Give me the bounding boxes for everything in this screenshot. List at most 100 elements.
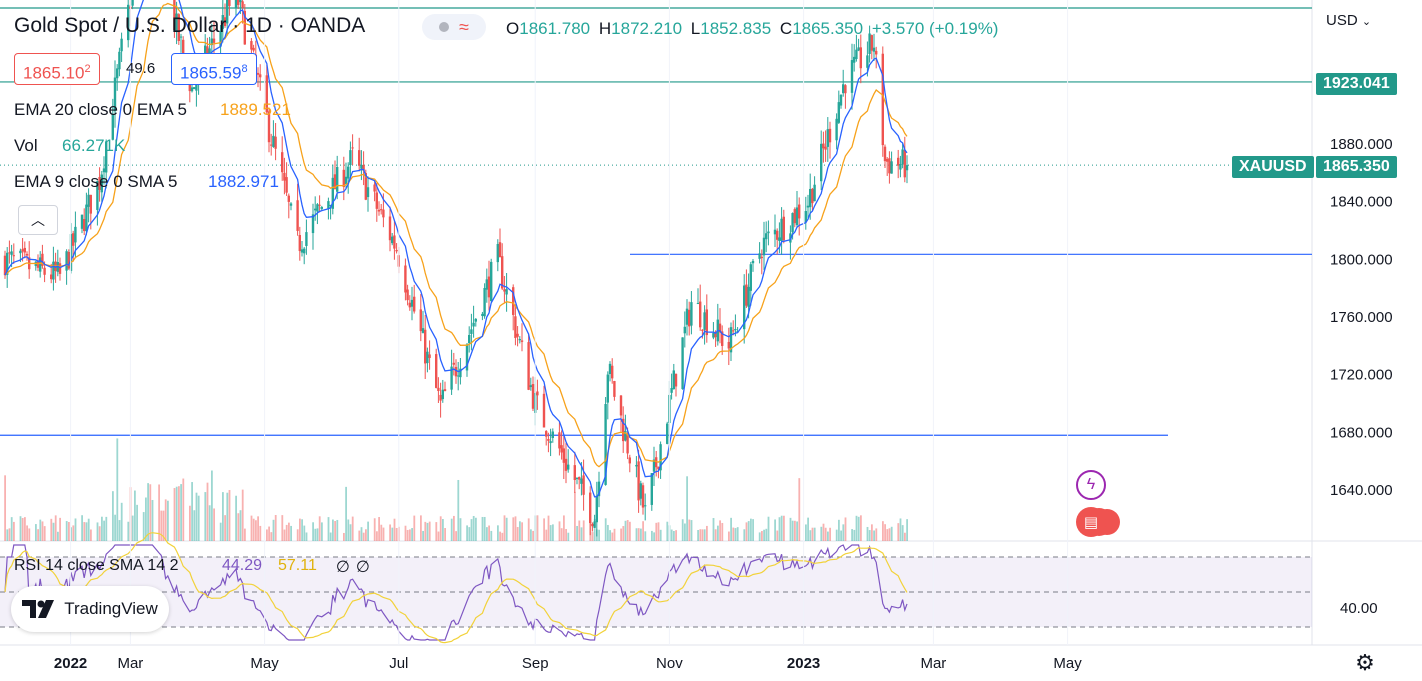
volume-bar [235, 495, 237, 541]
volume-bar [167, 500, 169, 541]
volume-bar [290, 525, 292, 541]
volume-bar [380, 524, 383, 541]
volume-bar [472, 515, 475, 541]
volume-bar [809, 530, 812, 541]
us-flag-event-icon[interactable]: ▤ [1076, 507, 1106, 537]
volume-bar [789, 517, 792, 541]
ema9-legend-label[interactable]: EMA 9 close 0 SMA 5 [14, 172, 178, 191]
candle-body [450, 366, 453, 390]
volume-bar [712, 518, 715, 541]
volume-bar [703, 529, 706, 541]
volume-bar [501, 532, 504, 541]
lightning-icon[interactable]: ϟ [1076, 470, 1106, 500]
volume-bar [783, 515, 785, 541]
volume-bar [743, 529, 746, 541]
symbol-tag: XAUUSD [1232, 156, 1314, 178]
volume-bar [822, 523, 825, 541]
indicator-toggle[interactable]: ≈ [422, 14, 486, 40]
candle-body [745, 284, 748, 306]
volume-bar [798, 478, 801, 541]
sell-price-sup: 2 [84, 63, 91, 75]
candle-body [85, 204, 88, 232]
candle-body [272, 135, 275, 147]
volume-bar [750, 518, 752, 541]
ema20-legend-label[interactable]: EMA 20 close 0 EMA 5 [14, 100, 187, 119]
rsi-band [0, 557, 1312, 627]
candle-body [287, 195, 290, 202]
candle-body [223, 17, 227, 27]
gear-icon[interactable]: ⚙ [1355, 650, 1375, 675]
candle-body [25, 253, 29, 256]
volume-bar [422, 530, 424, 541]
volume-bar [497, 525, 499, 541]
buy-price: 1865.59 [180, 63, 242, 83]
high-value: 1872.210 [611, 19, 683, 38]
volume-bar [114, 514, 116, 541]
volume-bar [728, 531, 730, 541]
tradingview-logo-badge[interactable]: TradingView [11, 586, 169, 632]
candle-body [316, 204, 319, 212]
volume-bar [193, 510, 196, 541]
time-tick-label: Nov [656, 655, 683, 672]
volume-bar [774, 519, 776, 541]
candle-body [727, 341, 730, 349]
candle-body [529, 385, 532, 388]
candle-body [212, 38, 216, 43]
volume-bar [868, 530, 871, 541]
time-tick-label: 2023 [787, 655, 820, 672]
candle-body [221, 14, 224, 29]
candle-body [303, 248, 306, 254]
symbol-title[interactable]: Gold Spot / U.S. Dollar · 1D · OANDA [14, 14, 366, 37]
volume-bar [226, 492, 229, 541]
volume-bar [490, 530, 493, 541]
volume-bar [85, 522, 88, 541]
collapse-legend-button[interactable]: ︿ [18, 205, 58, 235]
rsi-legend-label[interactable]: RSI 14 close SMA 14 2 [14, 557, 179, 574]
candle-body [793, 209, 796, 224]
candle-body [547, 438, 550, 441]
sell-button[interactable]: 1865.102 [14, 53, 100, 85]
candle-body [105, 141, 108, 173]
candle-body [666, 423, 669, 444]
buy-button[interactable]: 1865.598 [171, 53, 257, 85]
volume-legend-label[interactable]: Vol [14, 136, 38, 155]
candle-body [43, 267, 46, 275]
volume-bar [514, 516, 517, 541]
currency-selector[interactable]: USD ⌄ [1326, 12, 1371, 29]
volume-bar [871, 524, 873, 541]
volume-bar [690, 520, 693, 541]
candle-body [558, 432, 561, 449]
volume-bar [505, 517, 508, 541]
candle-body [23, 247, 26, 253]
volume-bar [6, 529, 9, 541]
volume-bar [349, 524, 352, 541]
rsi-extra-value-1: ∅ [336, 559, 350, 576]
volume-bar [413, 515, 416, 541]
time-tick-label: Sep [522, 655, 549, 672]
volume-bar [835, 529, 838, 541]
candle-body [472, 322, 475, 327]
candle-body [773, 229, 777, 235]
volume-bar [444, 528, 446, 541]
high-label: H [598, 19, 612, 38]
volume-bar [228, 490, 231, 541]
volume-bar [591, 532, 594, 541]
time-tick-label: Mar [920, 655, 946, 672]
candle-body [435, 354, 438, 388]
volume-bar [147, 483, 149, 541]
volume-bar [195, 492, 198, 541]
candle-body [872, 47, 876, 52]
candle-body [837, 102, 840, 123]
volume-bar [455, 531, 457, 541]
volume-bar [655, 522, 658, 541]
candle-body [239, 0, 242, 3]
candle-body [804, 211, 807, 223]
candle-body [347, 166, 350, 179]
candle-body [549, 441, 552, 444]
candle-body [828, 128, 832, 143]
candle-body [875, 50, 878, 55]
volume-bar [565, 529, 567, 541]
candle-body [52, 261, 55, 280]
candle-body [19, 250, 22, 254]
